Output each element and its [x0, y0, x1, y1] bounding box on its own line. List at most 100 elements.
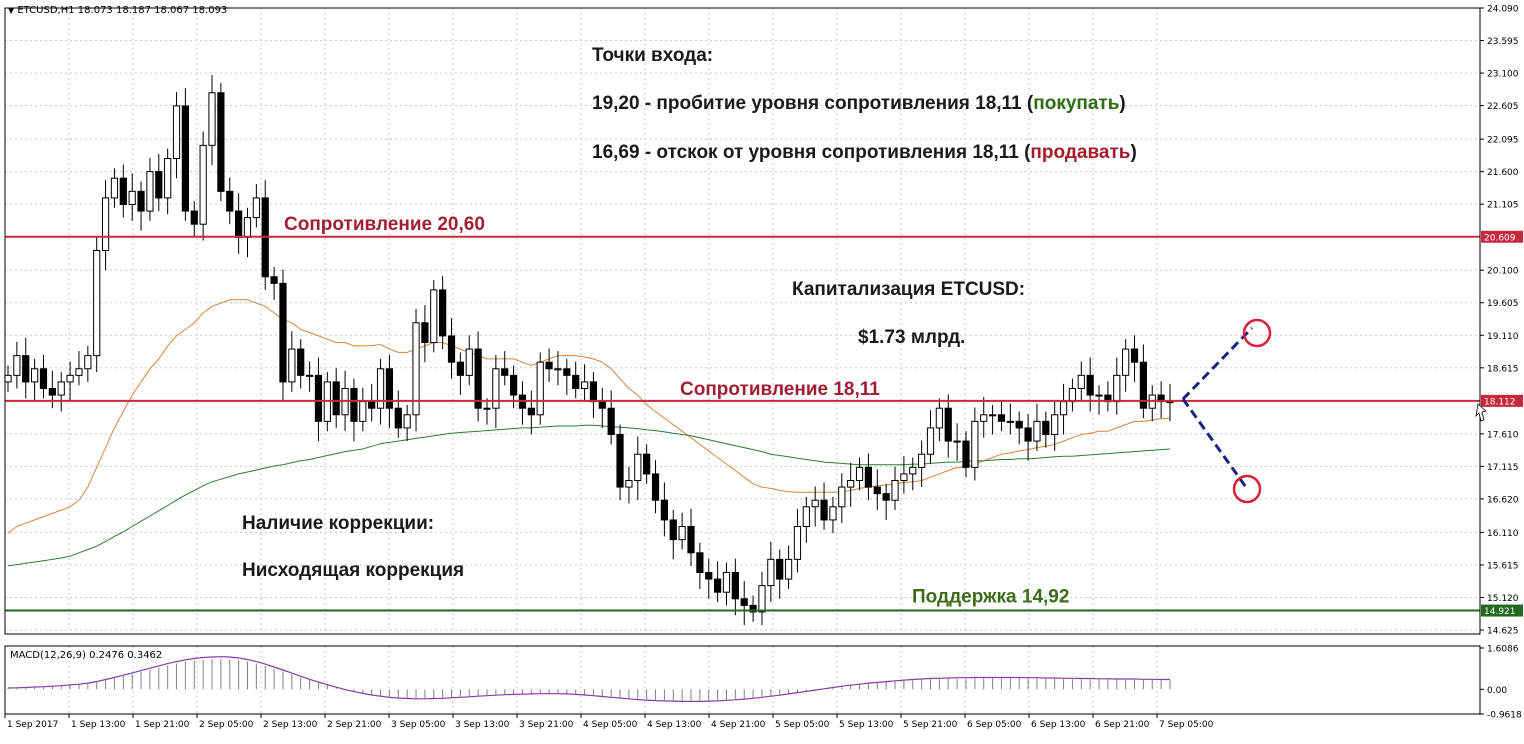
candle-body	[705, 571, 713, 580]
candle-body	[714, 578, 722, 593]
macd-panel-frame	[4, 645, 1481, 715]
main-panel-frame	[4, 7, 1481, 635]
header-ohlc: 18.073 18.187 18.067 18.093	[77, 5, 228, 16]
candle-body	[483, 407, 491, 410]
candle-body	[847, 479, 855, 488]
price-tick-label: 15.120	[1487, 594, 1519, 604]
candle-body	[962, 440, 970, 468]
candle-body	[235, 210, 243, 238]
time-tick-label: 6 Sep 21:00	[1095, 720, 1150, 730]
candle-body	[740, 598, 748, 606]
candle-body	[1077, 374, 1085, 389]
correction-value: Нисходящая коррекция	[242, 560, 465, 581]
candle-body	[22, 355, 30, 383]
candle-body	[900, 473, 908, 481]
candle-body	[465, 348, 473, 376]
candle-body	[13, 355, 21, 376]
time-tick-label: 4 Sep 05:00	[583, 720, 638, 730]
candle-body	[1059, 401, 1068, 416]
projection-arrows	[1181, 318, 1272, 504]
candle-body	[385, 368, 394, 409]
candle-body	[474, 348, 482, 409]
candle-body	[1033, 420, 1041, 442]
candle-body	[1095, 394, 1103, 397]
candle-body	[1122, 348, 1130, 376]
candle-body	[643, 453, 651, 475]
price-tick-label: 16.620	[1487, 495, 1519, 505]
macd-header: MACD(12,26,9) 0.2476 0.3462	[10, 650, 163, 661]
price-tick-label: 19.605	[1487, 299, 1519, 309]
entry-buy: 19,20 - пробитие уровня сопротивления 18…	[592, 93, 1126, 115]
time-tick-label: 3 Sep 21:00	[519, 720, 574, 730]
candle-body	[137, 190, 145, 212]
time-tick-label: 5 Sep 21:00	[903, 720, 958, 730]
candle-body	[509, 374, 518, 396]
candle-body	[1086, 374, 1094, 396]
time-tick-label: 4 Sep 21:00	[711, 720, 766, 730]
candle-body	[119, 177, 127, 205]
candle-body	[394, 407, 402, 429]
candle-body	[1042, 420, 1050, 435]
chart-header: ▼ ETCUSD,H1 18.073 18.187 18.067 18.093	[8, 5, 227, 16]
candle-body	[226, 190, 234, 212]
candle-body	[793, 525, 802, 560]
candle-body	[305, 374, 314, 377]
candle-body	[146, 171, 154, 212]
candle-body	[988, 414, 997, 417]
time-tick-label: 6 Sep 05:00	[967, 720, 1022, 730]
entry-sell-word: продавать	[1030, 142, 1131, 163]
sell-target-circle	[1232, 474, 1262, 504]
candle-body	[891, 479, 899, 501]
candle-body	[944, 407, 952, 442]
price-tick-label: 22.605	[1487, 102, 1519, 112]
candle-body	[492, 368, 500, 409]
candle-body	[270, 276, 278, 284]
time-tick-label: 1 Sep 2017	[7, 720, 58, 730]
candle-body	[252, 197, 260, 219]
axes: 24.090 23.595 23.100 22.605 22.095 21.600 21.1…	[4, 5, 1522, 730]
candle-body	[1113, 374, 1121, 403]
candle-body	[678, 525, 686, 541]
macd-signal-line	[7, 656, 1170, 703]
candle-body	[855, 466, 864, 481]
level-label: Поддержка 14,92	[912, 587, 1069, 608]
candle-body	[439, 289, 447, 337]
header-dropdown-icon[interactable]: ▼	[8, 6, 15, 15]
candle-body	[776, 558, 784, 580]
candle-body	[802, 506, 810, 527]
time-tick-label: 1 Sep 13:00	[71, 720, 126, 730]
entry-sell-suffix: )	[1130, 142, 1137, 163]
entry-sell-prefix: 16,69 - отскок от уровня сопротивления 1…	[592, 142, 1031, 163]
sell-projection-line	[1181, 398, 1250, 491]
price-tick-label: 17.115	[1487, 463, 1519, 473]
candle-body	[279, 282, 287, 383]
candle-body	[1130, 348, 1139, 363]
candle-body	[412, 322, 420, 416]
candle-body	[997, 414, 1006, 422]
header-symbol: ETCUSD,H1	[17, 5, 75, 16]
candle-body	[75, 368, 83, 376]
entry-sell: 16,69 - отскок от уровня сопротивления 1…	[592, 142, 1137, 164]
level-tag-text: 18.112	[1484, 397, 1516, 407]
candle-body	[110, 177, 119, 199]
candle-body	[297, 348, 305, 376]
candle-body	[190, 210, 198, 225]
time-tick-label: 6 Sep 13:00	[1031, 720, 1086, 730]
candle-body	[545, 361, 553, 370]
level-tag-bg	[1481, 394, 1523, 407]
candle-body	[430, 289, 438, 343]
candle-body	[456, 361, 464, 376]
candle-body	[217, 92, 225, 192]
candle-body	[332, 381, 340, 416]
candle-body	[563, 368, 571, 376]
candle-body	[767, 558, 775, 587]
time-tick-label: 2 Sep 13:00	[263, 720, 318, 730]
candle-body	[616, 433, 624, 488]
level-tag-bg	[1481, 230, 1523, 243]
candle-body	[696, 552, 704, 573]
candle-body	[935, 407, 943, 429]
candle-body	[554, 368, 562, 371]
time-tick-label: 5 Sep 05:00	[775, 720, 830, 730]
candle-body	[172, 105, 181, 159]
entry-buy-word: покупать	[1033, 93, 1120, 114]
